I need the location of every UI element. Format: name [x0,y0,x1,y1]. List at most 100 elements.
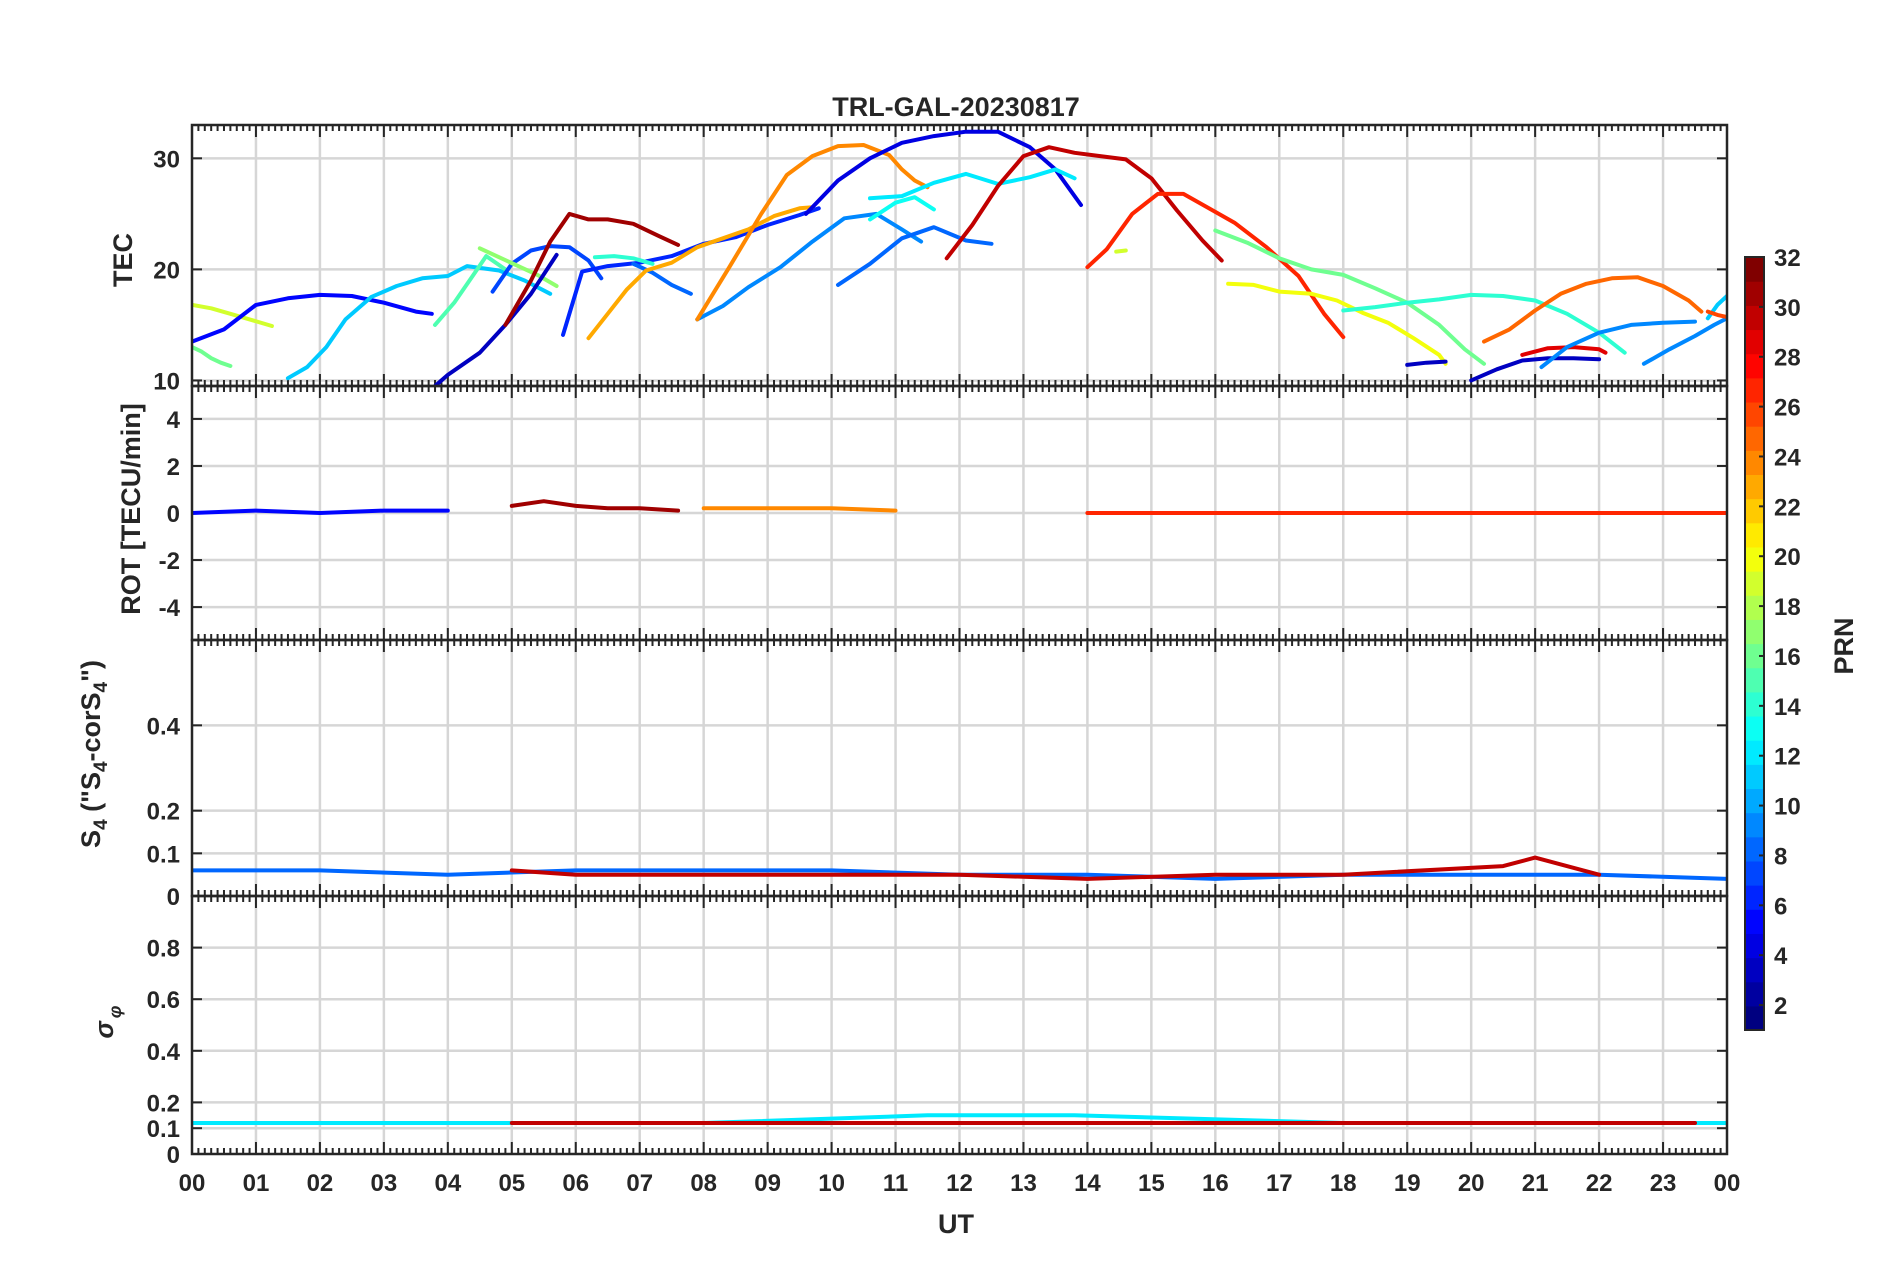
colorbar-swatch [1745,257,1764,282]
series-line [432,252,559,386]
series-line [695,143,930,322]
series-line [695,211,924,322]
colorbar-swatch [1745,764,1764,790]
colorbar-swatch [1745,643,1764,669]
series-line [509,499,681,513]
series-line [1114,248,1128,254]
series-line [1405,359,1448,367]
colorbar-swatch [1745,933,1764,959]
colorbar-swatch [1745,474,1764,500]
colorbar-tick-label: 26 [1774,395,1801,422]
series-line [1705,309,1727,320]
colorbar-tick-label: 10 [1774,794,1801,821]
series-line [433,254,508,327]
y-tick-label: 0.6 [147,987,180,1014]
colorbar-tick-label: 20 [1774,544,1801,571]
x-tick-label: 10 [818,1170,845,1197]
series-line [631,261,693,296]
x-tick-label: 13 [1010,1170,1037,1197]
colorbar-label: PRN [1829,617,1859,674]
s4-label-mid: ("S [76,772,106,819]
colorbar-tick-label: 2 [1774,993,1787,1020]
colorbar-tick-label: 32 [1774,245,1801,272]
s4-label-sub1: 4 [91,819,112,830]
x-tick-label: 06 [562,1170,589,1197]
panel-s4: 0 0.1 0.2 0.4 [147,638,1729,911]
x-tick-label: 09 [754,1170,781,1197]
y-tick-label: 10 [153,368,180,395]
colorbar-tick-label: 22 [1774,494,1801,521]
sigma-label-main: σ [89,1019,119,1038]
series-line [701,506,898,513]
s4-axis-label: S4 ("S4-corS4") [76,660,112,848]
s4-label-end: ") [76,660,106,682]
colorbar-tick-label: 14 [1774,694,1801,721]
y-tick-label: 0.4 [147,713,181,740]
series-line [868,167,1077,201]
colorbar-swatch [1745,595,1764,620]
panel-frame [190,894,1729,1156]
sigma-axis-label: σφ [89,1005,125,1038]
x-tick-label: 08 [690,1170,717,1197]
y-tick-label: 0 [167,501,180,528]
x-tick-label: 07 [626,1170,653,1197]
y-tick-label: -4 [159,595,181,622]
y-tick-label: 4 [167,407,181,434]
series-line [192,508,450,515]
rot-axis-label: ROT [TECU/min] [116,403,146,614]
series-line [1641,316,1727,366]
x-tick-label: 05 [498,1170,525,1197]
series-line [477,246,559,288]
panel-tec: 10 20 30 [153,123,1729,395]
colorbar-tick-label: 6 [1774,893,1787,920]
panel-rot: -4 -2 0 2 4 [159,384,1729,642]
colorbar-swatch [1745,1005,1764,1031]
colorbar-swatch [1745,619,1764,645]
colorbar-swatch [1745,860,1764,886]
colorbar-swatch [1745,981,1764,1007]
y-tick-label: -2 [159,548,180,575]
colorbar-frame [1744,256,1765,1031]
colorbar-tick-label: 12 [1774,744,1801,771]
s4-series [192,855,1727,881]
x-tick-label: 15 [1138,1170,1165,1197]
colorbar-swatch [1745,836,1764,862]
series-line [1213,228,1486,366]
colorbar-tick-label: 16 [1774,644,1801,671]
tec-series [192,129,1727,386]
y-tick-label: 20 [153,257,180,284]
series-line [804,129,1083,216]
series-line [1469,356,1602,383]
colorbar-tick-label: 30 [1774,295,1801,322]
x-tick-label: 01 [243,1170,270,1197]
y-axis-labels: TEC ROT [TECU/min] S4 ("S4-corS4") σφ [76,233,146,1038]
x-tick-label: 03 [371,1170,398,1197]
x-tick-label: 19 [1394,1170,1421,1197]
colorbar-tick-label: 4 [1774,943,1788,970]
colorbar-swatch [1745,546,1764,572]
s4-label-main: S [76,830,106,848]
y-tick-label: 2 [167,454,180,481]
x-tick-label: 00 [179,1170,206,1197]
colorbar-swatch [1745,691,1764,717]
y-tick-label: 30 [153,146,180,173]
y-tick-label: 0.1 [147,1116,180,1143]
colorbar-swatch [1745,788,1764,814]
s4-label-sub3: 4 [91,681,112,692]
s4-label-sub2: 4 [91,761,112,772]
series-line [285,264,553,381]
x-tick-label: 12 [946,1170,973,1197]
y-tick-label: 0.2 [147,799,180,826]
series-line [586,205,815,341]
rot-series [192,499,1727,515]
x-tick-label: 23 [1650,1170,1677,1197]
colorbar-swatch [1745,885,1764,910]
x-tick-label: 00 [1714,1170,1741,1197]
sigma-series [192,1113,1727,1125]
panel-sigma: 00.10.2 0.4 0.6 0.8 [147,894,1729,1169]
y-tick-label: 0.4 [147,1039,181,1066]
series-line [1482,275,1704,344]
